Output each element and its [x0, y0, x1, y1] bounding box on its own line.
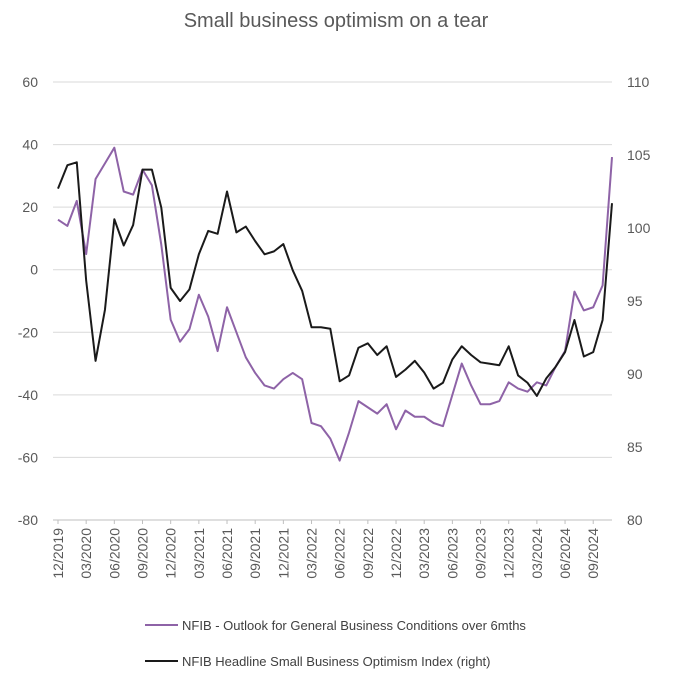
x-tick-label: 06/2023: [444, 528, 460, 579]
x-tick-label: 03/2022: [304, 528, 320, 579]
left-tick-label: -60: [18, 449, 38, 465]
left-tick-label: -20: [18, 324, 38, 340]
x-tick-label: 09/2021: [247, 528, 263, 579]
left-tick-label: -40: [18, 387, 38, 403]
series-line-optimism-index: [57, 161, 613, 397]
legend: NFIB - Outlook for General Business Cond…: [145, 618, 526, 669]
right-tick-label: 90: [627, 366, 643, 382]
x-tick-label: 03/2020: [78, 528, 94, 579]
left-tick-label: -80: [18, 512, 38, 528]
series-line-outlook: [57, 146, 613, 462]
legend-label-optimism-index: NFIB Headline Small Business Optimism In…: [182, 654, 491, 669]
left-tick-label: 60: [22, 74, 38, 90]
right-tick-label: 110: [627, 74, 650, 90]
series-lines: [57, 146, 613, 462]
x-tick-label: 06/2024: [557, 528, 573, 579]
x-tick-label: 06/2022: [332, 528, 348, 579]
right-tick-label: 85: [627, 439, 643, 455]
x-tick-label: 12/2023: [501, 528, 517, 579]
x-tick-label: 09/2023: [473, 528, 489, 579]
legend-label-outlook: NFIB - Outlook for General Business Cond…: [182, 618, 526, 633]
x-tick-label: 09/2020: [135, 528, 151, 579]
x-tick-label: 03/2024: [529, 528, 545, 579]
x-tick-label: 06/2021: [219, 528, 235, 579]
x-axis: 12/2019 03/2020 06/2020 09/2020 12/2020 03/20…: [50, 519, 612, 579]
x-tick-label: 03/2023: [416, 528, 432, 579]
x-tick-label: 09/2024: [585, 528, 601, 579]
right-tick-label: 95: [627, 293, 643, 309]
right-tick-label: 100: [627, 220, 651, 236]
chart-title: Small business optimism on a tear: [184, 10, 489, 32]
gridlines: [53, 81, 612, 458]
x-tick-label: 09/2022: [360, 528, 376, 579]
x-tick-label: 03/2021: [191, 528, 207, 579]
x-tick-label: 06/2020: [106, 528, 122, 579]
x-tick-label: 12/2019: [50, 528, 66, 579]
right-tick-label: 80: [627, 512, 643, 528]
left-y-axis: -80 -60 -40 -20 0 20 40 60: [18, 74, 38, 528]
x-tick-label: 12/2020: [163, 528, 179, 579]
left-tick-label: 0: [30, 262, 38, 278]
right-tick-label: 105: [627, 147, 651, 163]
x-tick-label: 12/2021: [275, 528, 291, 579]
left-tick-label: 20: [22, 199, 38, 215]
right-y-axis: 80 85 90 95 100 105 110: [627, 74, 651, 528]
x-tick-label: 12/2022: [388, 528, 404, 579]
left-tick-label: 40: [22, 137, 38, 153]
